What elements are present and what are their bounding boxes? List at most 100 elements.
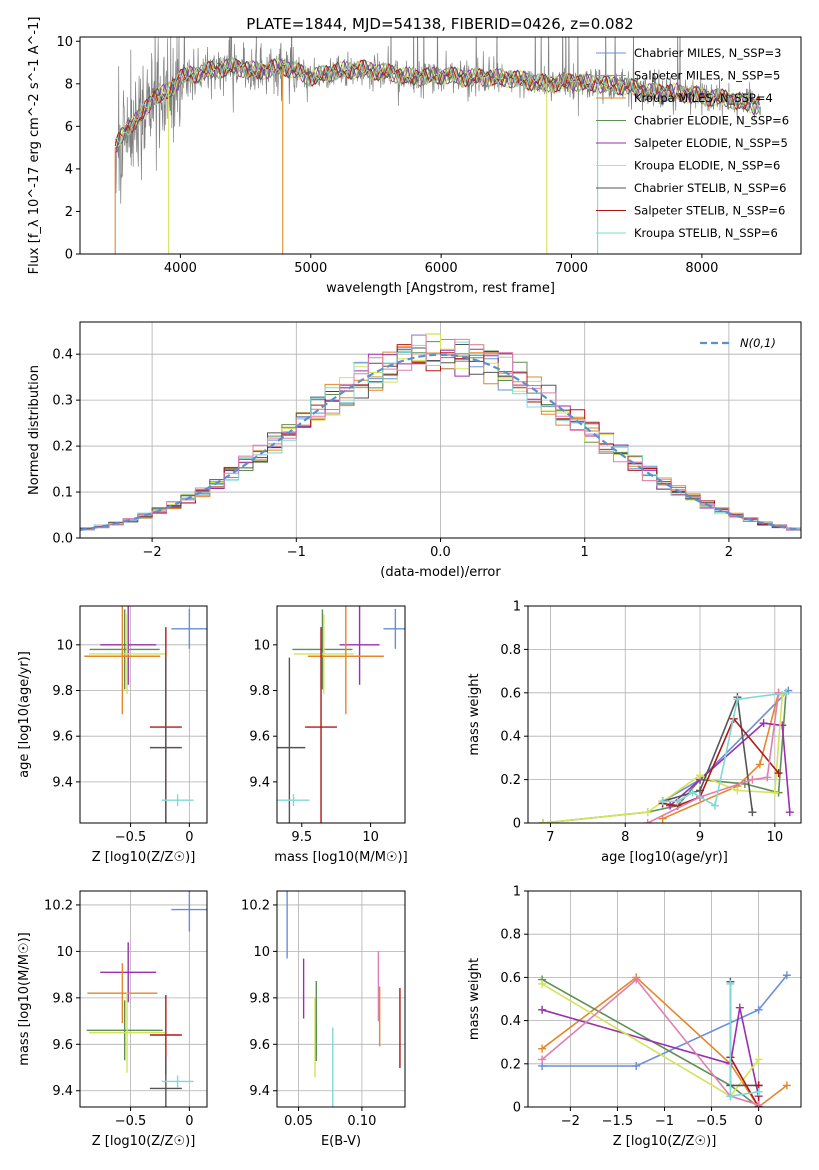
plot-frame [79, 321, 802, 539]
weight-point-marker [735, 1003, 744, 1012]
y-tick-label: 0 [513, 817, 521, 832]
plot-frame [527, 890, 802, 1108]
plot-area-age_vs_mass [277, 606, 405, 823]
y-tick-label: 0.4 [52, 348, 73, 363]
x-tick-label: −1 [655, 1114, 674, 1129]
weight-point-marker [538, 1044, 547, 1053]
x-tick-label: 8 [621, 830, 629, 845]
legend-entry: Kroupa STELIB, N_SSP=6 [634, 226, 778, 240]
weight-point-marker [643, 808, 652, 817]
x-tick-label: 0 [754, 1114, 762, 1129]
plot-area-mass_vs_Z [86, 891, 207, 1107]
y-axis-label: mass weight [467, 673, 482, 755]
y-tick-label: 0.8 [500, 928, 521, 943]
legend-entry: Salpeter ELODIE, N_SSP=5 [634, 136, 788, 150]
x-tick-label: 4000 [164, 261, 197, 276]
weight-point-marker [673, 797, 682, 806]
weight-point-marker [782, 971, 791, 980]
x-tick-label: −2 [143, 545, 162, 560]
x-tick-label: 7 [546, 830, 554, 845]
x-tick-label: −1.5 [602, 1114, 634, 1129]
y-tick-label: 10 [253, 945, 270, 960]
y-tick-label: 0.8 [500, 643, 521, 658]
panel-mass_vs_ebv: 0.05 0.10 9.4 9.6 9.8 10 10.2 E(B-V) [241, 890, 406, 1149]
x-tick-label: 8000 [685, 261, 718, 276]
y-tick-label: 9.6 [52, 730, 73, 745]
x-tick-label: 0 [185, 830, 193, 845]
y-tick-label: 0.6 [500, 971, 521, 986]
weight-point-marker [726, 1092, 735, 1101]
weight-series-line [541, 1007, 760, 1097]
normal-distribution-curve [80, 353, 801, 531]
x-axis-label: Z [log10(Z/Z☉)] [92, 850, 196, 865]
weight-point-marker [538, 979, 547, 988]
x-axis-label: E(B-V) [321, 1134, 361, 1149]
panel-age_vs_Z: −0.5 0 9.4 9.6 9.8 10 Z [log10(Z/Z☉)] age [log1… [17, 605, 208, 865]
figure-title: PLATE=1844, MJD=54138, FIBERID=0426, z=0… [246, 15, 633, 33]
legend-entry: Chabrier STELIB, N_SSP=6 [634, 181, 786, 195]
y-tick-label: 1 [513, 600, 521, 615]
x-tick-label: 1 [581, 545, 589, 560]
x-tick-label: 0.05 [284, 1114, 313, 1129]
x-tick-label: 2 [725, 545, 733, 560]
y-tick-label: 0 [513, 1101, 521, 1116]
y-tick-label: 9.8 [52, 684, 73, 699]
weight-point-marker [538, 1055, 547, 1064]
weight-series-line [541, 978, 760, 1107]
weight-point-marker [696, 771, 705, 780]
weight-point-marker [759, 719, 768, 728]
x-tick-label: −2 [561, 1114, 580, 1129]
x-axis-label: mass [log10(M/M☉)] [274, 850, 407, 865]
x-tick-label: 10 [362, 830, 379, 845]
model-spectrum-line [114, 57, 760, 148]
x-tick-label: 0.10 [347, 1114, 376, 1129]
plot-area-mass_vs_ebv [286, 891, 401, 1107]
weight-series-line [662, 693, 754, 813]
weight-point-marker [632, 975, 641, 984]
weight-point-marker [770, 788, 779, 797]
weight-point-marker [782, 688, 791, 697]
legend-entry: Kroupa ELODIE, N_SSP=6 [634, 159, 780, 173]
plot-frame [79, 36, 802, 255]
y-axis-label: mass weight [467, 958, 482, 1040]
x-tick-label: −0.5 [696, 1114, 728, 1129]
panel-weight_vs_Z: −2 −1.5 −1 −0.5 0 0 0.2 0.4 0.6 0.8 1 Z [log10(Z/Z☉… [467, 885, 802, 1149]
weight-series-line [662, 692, 780, 820]
y-tick-label: 9.4 [249, 775, 270, 790]
x-tick-label: 9.5 [291, 830, 312, 845]
weight-point-marker [774, 769, 783, 778]
legend-entry: Salpeter STELIB, N_SSP=6 [634, 204, 785, 218]
panel-spectrum: 4000 5000 6000 7000 8000 0 2 4 6 8 10 wavelength [A… [27, 17, 802, 296]
panel-residuals: −2 −1 0.0 1 2 0.0 0.1 0.2 0.3 0.4 (data-model)/err… [27, 321, 802, 580]
x-tick-label: 7000 [555, 261, 588, 276]
weight-point-marker [733, 695, 742, 704]
plot-frame [276, 890, 406, 1108]
y-tick-label: 0.4 [500, 1014, 521, 1029]
plot-frame [79, 605, 208, 824]
y-axis-label: Normed distribution [27, 365, 42, 495]
y-tick-label: 0.3 [52, 394, 73, 409]
x-tick-label: −1 [287, 545, 306, 560]
y-tick-label: 1 [513, 885, 521, 900]
model-spectrum-line [114, 56, 761, 145]
y-axis-label: age [log10(age/yr)] [17, 651, 32, 778]
weight-point-marker [658, 797, 667, 806]
x-tick-label: 0 [185, 1114, 193, 1129]
x-tick-label: −0.5 [115, 1114, 147, 1129]
x-axis-label: age [log10(age/yr)] [601, 850, 728, 865]
plot-area-weight_vs_age [538, 686, 794, 823]
weight-point-marker [782, 1081, 791, 1090]
y-tick-label: 10 [56, 35, 73, 50]
y-tick-label: 9.8 [249, 991, 270, 1006]
panel-weight_vs_age: 7 8 9 10 0 0.2 0.4 0.6 0.8 1 age [log10(age/yr)] ma… [467, 600, 802, 865]
x-tick-label: 9 [696, 830, 704, 845]
weight-point-marker [763, 773, 772, 782]
y-tick-label: 10 [56, 945, 73, 960]
plot-area-age_vs_Z [84, 606, 207, 823]
legend-entry: Kroupa MILES, N_SSP=4 [634, 91, 773, 105]
weight-point-marker [726, 979, 735, 988]
legend-entry: Chabrier ELODIE, N_SSP=6 [634, 114, 789, 128]
weight-series-line [542, 974, 788, 1067]
